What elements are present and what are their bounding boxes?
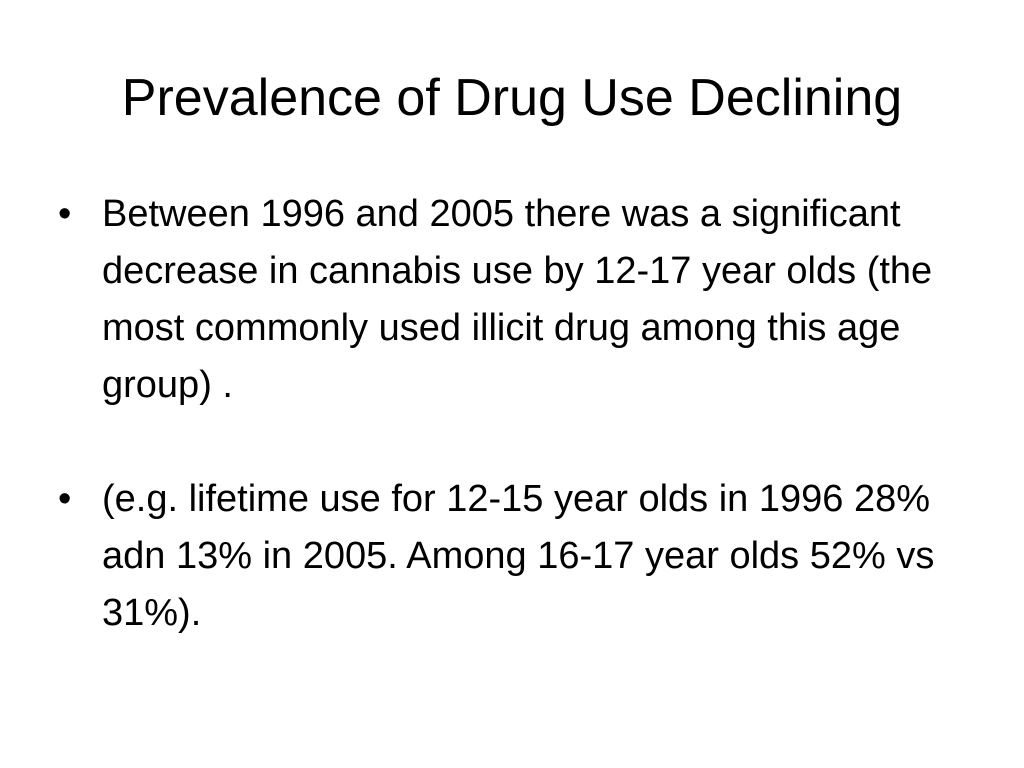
- bullet-text: (e.g. lifetime use for 12-15 year olds i…: [102, 478, 935, 634]
- bullet-text: Between 1996 and 2005 there was a signif…: [102, 193, 933, 406]
- bullet-list: • Between 1996 and 2005 there was a sign…: [58, 186, 968, 699]
- bullet-item: • Between 1996 and 2005 there was a sign…: [58, 186, 968, 414]
- slide-title: Prevalence of Drug Use Declining: [121, 69, 903, 127]
- bullet-marker: •: [58, 193, 72, 235]
- bullet-item: • (e.g. lifetime use for 12-15 year olds…: [58, 471, 968, 642]
- bullet-marker: •: [58, 478, 72, 520]
